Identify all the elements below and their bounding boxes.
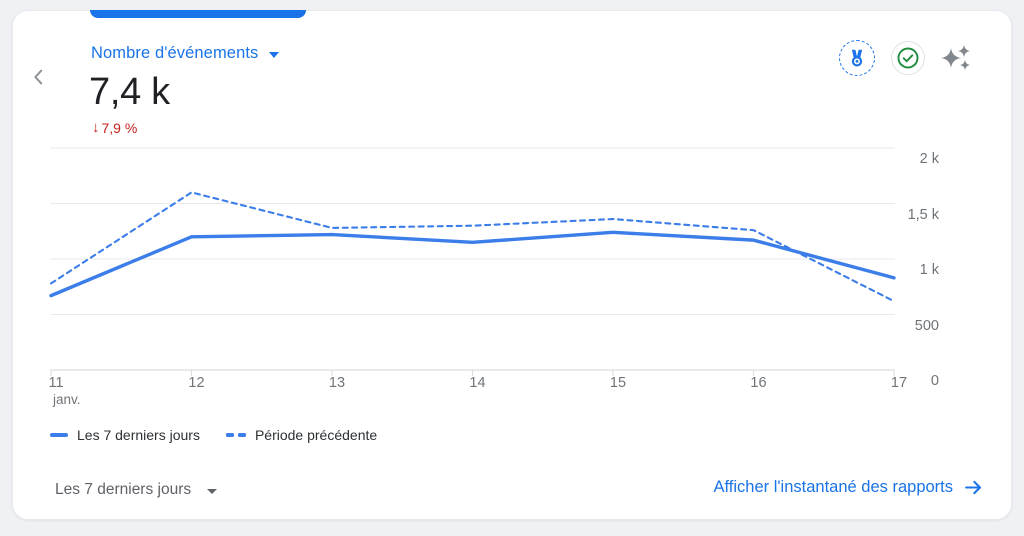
legend-label: Période précédente <box>254 427 378 443</box>
legend-item-previous: Période précédente <box>225 427 378 443</box>
arrow-down-icon: ↓ <box>92 119 100 136</box>
legend-label: Les 7 derniers jours <box>77 427 200 443</box>
insights-button[interactable] <box>941 41 973 75</box>
x-axis-month-label: janv. <box>53 392 81 407</box>
x-axis-label: 15 <box>609 375 627 391</box>
date-range-dropdown[interactable]: Les 7 derniers jours <box>55 481 218 499</box>
x-axis-label: 12 <box>188 375 205 391</box>
dashed-line-swatch <box>225 433 246 437</box>
insights-sparkle-icon <box>941 45 970 70</box>
arrow-right-icon <box>965 480 982 495</box>
solid-line-swatch <box>50 433 68 437</box>
metric-value: 7,4 k <box>89 71 170 113</box>
card-footer: Les 7 derniers jours Afficher l'instanta… <box>13 477 1011 511</box>
metric-dropdown-label: Nombre d'événements <box>91 44 259 62</box>
checkmark-circle-icon <box>897 47 919 69</box>
date-range-label: Les 7 derniers jours <box>55 481 192 498</box>
metric-dropdown[interactable]: Nombre d'événements <box>91 44 280 63</box>
chart-legend: Les 7 derniers jours Période précédente <box>50 427 377 443</box>
reports-snapshot-label: Afficher l'instantané des rapports <box>713 478 953 496</box>
reports-snapshot-link[interactable]: Afficher l'instantané des rapports <box>714 477 984 498</box>
series-solid <box>49 230 896 298</box>
card-header-icons <box>839 40 973 76</box>
y-axis-label: 0 <box>930 373 939 389</box>
metric-delta-value: 7,9 % <box>101 119 138 136</box>
previous-card-button[interactable] <box>25 63 53 91</box>
medal-badge-icon <box>851 49 863 67</box>
y-axis-label: 500 <box>914 317 939 334</box>
active-tab-indicator[interactable] <box>90 10 306 18</box>
benchmark-medal-button[interactable] <box>839 40 875 76</box>
x-axis-label: 14 <box>469 375 486 391</box>
x-axis-label: 16 <box>750 375 767 391</box>
y-axis-label: 1 k <box>919 262 939 278</box>
y-axis-label: 1,5 k <box>907 206 939 223</box>
metric-delta: ↓ 7,9 % <box>92 119 137 136</box>
series-dashed <box>49 191 896 303</box>
y-axis-label: 2 k <box>919 151 939 167</box>
chevron-left-icon <box>34 69 43 85</box>
chevron-down-icon <box>207 489 218 494</box>
chevron-down-icon <box>269 51 280 58</box>
x-axis-label: 17 <box>890 375 908 391</box>
legend-item-current: Les 7 derniers jours <box>50 427 200 443</box>
x-axis-label: 13 <box>328 375 346 391</box>
x-axis-label: 11 <box>48 375 64 391</box>
data-quality-button[interactable] <box>891 41 925 75</box>
metric-card: Nombre d'événements 7,4 k ↓ 7,9 % <box>12 10 1012 520</box>
